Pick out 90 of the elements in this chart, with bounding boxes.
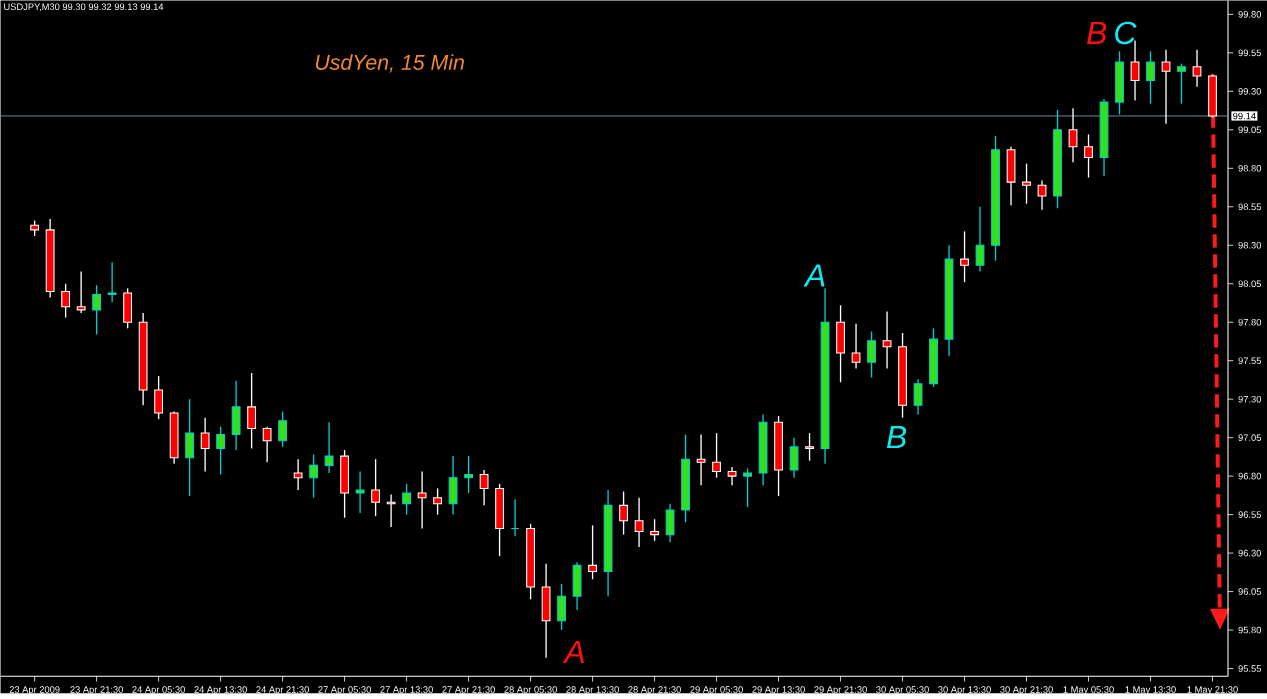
candlestick <box>154 375 164 420</box>
candlestick <box>960 230 969 283</box>
y-tick-label: 97.30 <box>1238 395 1262 403</box>
candlestick <box>1177 62 1186 105</box>
candlestick <box>1037 179 1047 211</box>
x-tick-label: 27 Apr 13:30 <box>380 686 433 695</box>
candlestick <box>61 282 71 319</box>
candlestick <box>309 453 319 499</box>
candlestick <box>650 518 659 542</box>
candlestick <box>200 416 210 473</box>
candlestick <box>712 432 721 479</box>
x-tick-label: 1 May 05:30 <box>1063 686 1114 695</box>
y-tick-label: 99.55 <box>1238 49 1261 57</box>
candlestick <box>216 426 226 476</box>
candlestick <box>433 487 443 516</box>
candlestick <box>107 261 117 303</box>
x-tick-label: 29 Apr 05:30 <box>690 686 743 695</box>
y-tick-label: 98.30 <box>1238 241 1262 249</box>
candlestick <box>619 490 628 536</box>
x-tick-label: 24 Apr 05:30 <box>132 686 185 695</box>
candlestick <box>913 378 923 416</box>
y-tick-label: 96.80 <box>1238 472 1262 480</box>
y-tick-label: 96.55 <box>1238 511 1261 518</box>
candlestick <box>371 458 381 517</box>
y-tick-label: 99.05 <box>1238 126 1261 134</box>
chart-subtitle: USDJPY,M30 99.30 99.32 99.13 99.14 <box>4 3 164 12</box>
y-tick-label: 95.80 <box>1238 626 1262 634</box>
candlestick <box>588 524 597 580</box>
x-tick-label: 27 Apr 21:30 <box>442 686 495 695</box>
candlestick <box>975 206 985 273</box>
candlestick <box>1161 49 1171 125</box>
candlestick <box>464 455 474 494</box>
annotation: A <box>562 640 584 663</box>
candlestick <box>262 426 272 463</box>
candlestick <box>851 323 861 369</box>
x-tick-label: 30 Apr 13:30 <box>938 686 991 695</box>
x-tick-label: 28 Apr 05:30 <box>504 686 557 695</box>
candlestick <box>1068 107 1078 163</box>
candlestick <box>727 466 737 486</box>
x-tick-label: 1 May 13:30 <box>1125 686 1176 695</box>
candlestick <box>92 284 102 336</box>
x-tick-label: 24 Apr 13:30 <box>194 686 247 695</box>
candlestick <box>1146 50 1155 105</box>
y-tick-label: 98.05 <box>1238 280 1261 287</box>
candlestick <box>696 433 706 486</box>
candlestick <box>882 310 892 369</box>
y-tick-label: 97.80 <box>1238 318 1262 326</box>
candlestick <box>743 467 752 508</box>
candlestick <box>402 483 412 516</box>
candlestick <box>247 372 257 450</box>
ref-line-label: 99.14 <box>1233 112 1256 120</box>
y-tick-label: 96.05 <box>1238 588 1261 595</box>
y-tick-label: 97.55 <box>1238 357 1261 364</box>
x-tick-label: 24 Apr 21:30 <box>256 686 309 695</box>
x-tick-label: 30 Apr 21:30 <box>1000 686 1053 695</box>
x-tick-label: 27 Apr 05:30 <box>318 686 371 695</box>
x-tick-label: 1 May 21:30 <box>1187 686 1238 695</box>
x-tick-label: 28 Apr 21:30 <box>628 686 681 695</box>
candlestick <box>278 410 288 448</box>
candlestick <box>789 436 799 479</box>
y-tick-label: 99.30 <box>1238 87 1262 95</box>
candlestick <box>293 458 303 491</box>
candlestick <box>417 470 427 530</box>
y-tick-label: 98.55 <box>1238 203 1261 210</box>
y-tick-label: 96.30 <box>1238 549 1262 557</box>
x-tick-label: 30 Apr 05:30 <box>876 686 929 695</box>
candlestick <box>805 432 814 462</box>
annotation: B <box>886 425 907 448</box>
candlestick <box>1192 49 1202 88</box>
x-tick-label: 29 Apr 13:30 <box>752 686 805 695</box>
annotation: B <box>1086 21 1107 44</box>
x-tick-label: 23 Apr 2009 <box>9 686 60 695</box>
y-tick-label: 98.80 <box>1238 164 1262 172</box>
y-tick-label: 97.05 <box>1238 434 1261 441</box>
text: UsdYen, 15 Min <box>315 54 464 73</box>
candlestick <box>634 496 644 548</box>
x-tick-label: 29 Apr 21:30 <box>814 686 867 695</box>
candlestick <box>479 469 489 506</box>
y-tick-label: 95.55 <box>1238 665 1261 672</box>
annotation: C <box>1115 21 1137 45</box>
y-tick-label: 99.80 <box>1238 11 1262 18</box>
candlestick <box>867 330 876 379</box>
candlestick <box>355 470 365 514</box>
candlestick <box>324 421 334 474</box>
x-tick-label: 28 Apr 13:30 <box>566 686 619 695</box>
annotation: A <box>803 264 825 287</box>
candlestick <box>1084 133 1093 179</box>
candlestick <box>76 270 86 314</box>
x-tick-label: 23 Apr 21:30 <box>70 686 123 695</box>
candlestick <box>1022 162 1031 205</box>
